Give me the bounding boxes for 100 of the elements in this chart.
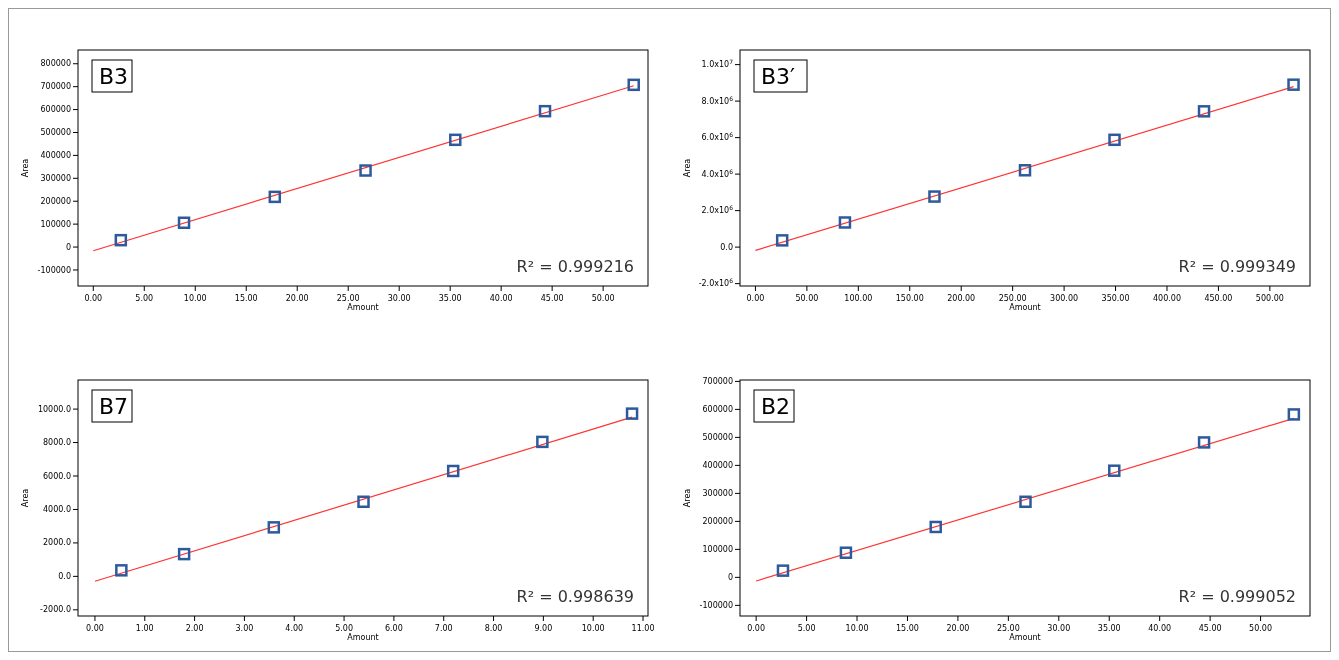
point	[1287, 408, 1301, 421]
x-tick-label: 450.00	[1204, 294, 1233, 303]
x-tick-label: 45.00	[540, 294, 564, 303]
point	[538, 104, 552, 118]
y-tick-label: 200000	[40, 196, 71, 206]
x-tick-label: 0.00	[747, 624, 766, 633]
x-tick-label: 25.00	[996, 624, 1020, 633]
annotation: R² = 0.998639	[516, 587, 634, 606]
x-tick-label: 50.00	[795, 294, 819, 303]
y-tick-label: -2.0x10$^{6}$	[698, 276, 734, 289]
x-tick-label: 35.00	[1097, 624, 1121, 633]
point	[839, 546, 853, 559]
annotation: R² = 0.999052	[1178, 587, 1296, 606]
point	[268, 190, 282, 204]
x-tick-label: 10.00	[845, 624, 869, 633]
y-tick-label: 10000.0	[37, 404, 71, 414]
x-tick-label: 50.00	[591, 294, 615, 303]
y-tick-label: 4.0x10$^{6}$	[701, 167, 734, 179]
y-axis-title: Area	[21, 158, 30, 178]
point	[1197, 105, 1211, 118]
point	[1197, 436, 1211, 449]
x-tick-label: 250.00	[998, 294, 1027, 303]
point	[536, 435, 549, 449]
y-tick-label: 100000	[40, 219, 71, 229]
y-tick-label: 4000.0	[43, 505, 71, 515]
x-axis-title: Amount	[347, 303, 379, 312]
text: B3	[99, 64, 129, 89]
x-tick-label: 9.00	[534, 624, 553, 633]
x-tick-label: 2.00	[185, 624, 204, 633]
x-tick-label: 150.00	[895, 294, 924, 303]
y-tick-label: 300000	[702, 488, 733, 498]
y-tick-label: 0.0	[58, 571, 71, 581]
x-tick-label: 300.00	[1050, 294, 1079, 303]
x-tick-label: 100.00	[844, 294, 873, 303]
point	[1108, 133, 1121, 147]
point	[1287, 78, 1300, 91]
x-tick-label: 0.00	[746, 294, 765, 303]
x-tick-label: 5.00	[797, 624, 816, 633]
point	[359, 164, 372, 177]
x-axis-title: Amount	[1009, 303, 1041, 312]
x-tick-label: 500.00	[1255, 294, 1284, 303]
y-tick-label: 500000	[702, 432, 733, 442]
x-tick-label: 20.00	[946, 624, 970, 633]
x-tick-label: 30.00	[1047, 624, 1071, 633]
y-tick-label: 700000	[40, 82, 71, 92]
x-tick-label: 5.00	[135, 294, 154, 303]
x-tick-label: 10.00	[183, 294, 207, 303]
point	[1019, 495, 1032, 509]
text: B7	[99, 394, 129, 419]
point	[775, 234, 789, 247]
text: B2	[761, 394, 791, 419]
x-tick-label: 0.00	[86, 624, 104, 633]
x-tick-label: 7.00	[434, 624, 453, 633]
y-tick-label: 400000	[40, 150, 71, 160]
point	[838, 216, 852, 229]
annotation: R² = 0.999216	[516, 257, 634, 276]
point	[177, 216, 191, 230]
x-tick-label: 350.00	[1101, 294, 1130, 303]
text: B3′	[761, 64, 796, 89]
point	[625, 407, 639, 420]
y-tick-label: 0	[65, 242, 71, 252]
x-tick-label: 200.00	[947, 294, 976, 303]
point	[627, 78, 640, 92]
y-tick-label: 500000	[40, 128, 71, 138]
x-tick-label: 40.00	[1148, 624, 1172, 633]
point	[267, 521, 281, 534]
y-tick-label: 2.0x10$^{6}$	[701, 203, 734, 216]
x-tick-label: 15.00	[896, 624, 919, 633]
y-tick-label: 600000	[40, 105, 71, 115]
x-tick-label: 35.00	[438, 294, 462, 303]
x-tick-label: 50.00	[1249, 624, 1273, 633]
y-tick-label: -100000	[37, 265, 71, 275]
x-tick-label: 10.00	[581, 624, 605, 633]
x-tick-label: 0.00	[84, 294, 103, 303]
y-axis-title: Area	[683, 158, 692, 178]
y-tick-label: 8000.0	[43, 438, 71, 448]
x-tick-label: 6.00	[384, 624, 403, 633]
point	[1018, 164, 1032, 177]
point	[115, 564, 128, 577]
y-axis-title: Area	[21, 488, 30, 508]
point	[776, 564, 790, 577]
x-axis-title: Amount	[1009, 633, 1041, 642]
annotation: R² = 0.999349	[1178, 257, 1296, 276]
point	[929, 520, 942, 534]
y-tick-label: 700000	[702, 376, 733, 386]
x-tick-label: 15.00	[234, 294, 258, 303]
x-tick-label: 20.00	[285, 294, 309, 303]
x-tick-label: 40.00	[489, 294, 513, 303]
x-tick-label: 30.00	[387, 294, 411, 303]
y-tick-label: 8.0x10$^{6}$	[701, 94, 734, 106]
y-tick-label: 2000.0	[43, 538, 71, 548]
x-tick-label: 45.00	[1198, 624, 1222, 633]
x-tick-label: 400.00	[1152, 294, 1181, 303]
point	[449, 133, 462, 147]
point	[928, 190, 941, 203]
y-tick-label: 400000	[702, 460, 733, 470]
y-tick-label: 800000	[40, 59, 71, 69]
y-axis-title: Area	[683, 488, 692, 508]
x-tick-label: 11.00	[631, 624, 655, 633]
y-tick-label: 6.0x10$^{6}$	[701, 130, 734, 143]
